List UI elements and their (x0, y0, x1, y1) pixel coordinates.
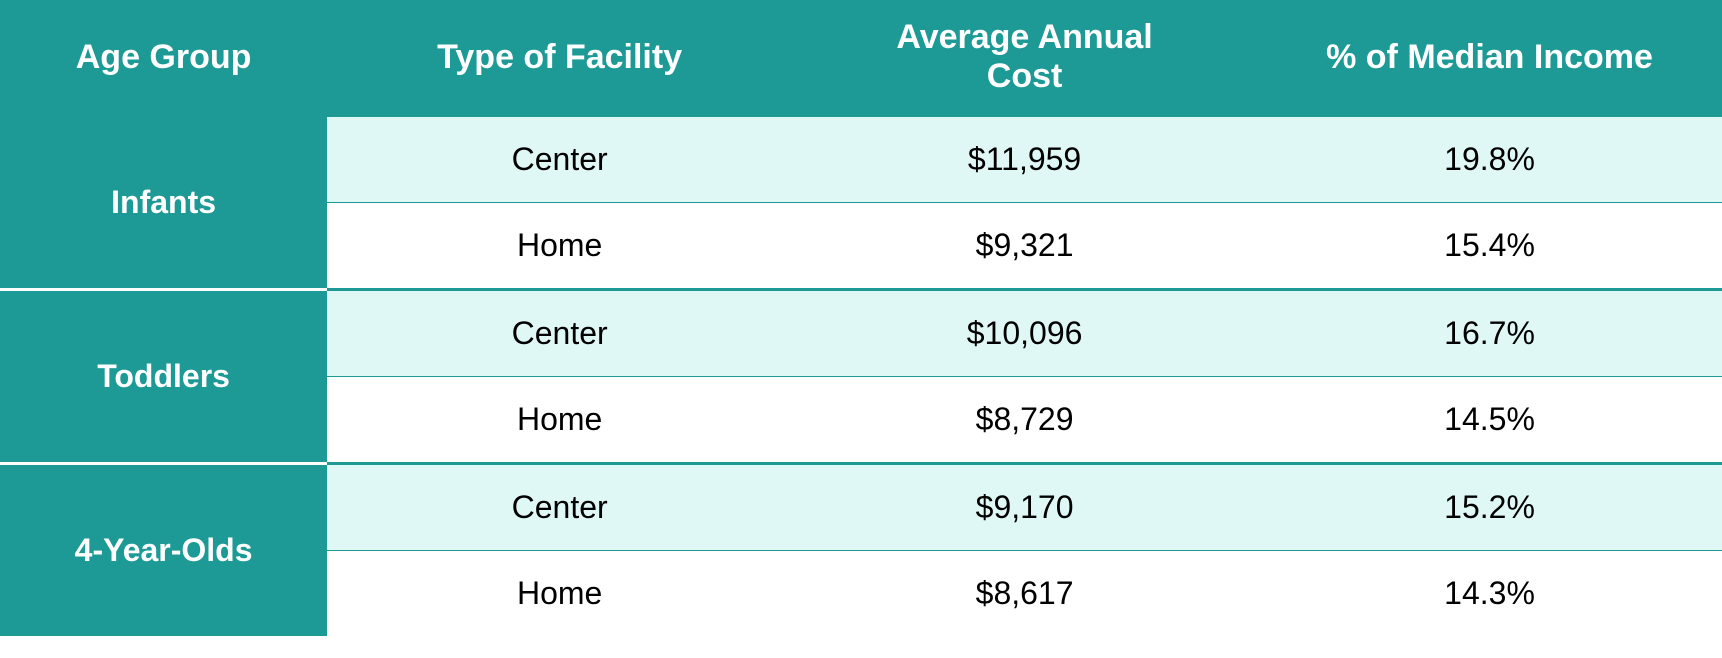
cell-cost: $9,321 (792, 203, 1257, 290)
cell-cost: $10,096 (792, 290, 1257, 377)
col-facility-type: Type of Facility (327, 0, 792, 116)
childcare-cost-table: Age Group Type of Facility Average Annua… (0, 0, 1722, 636)
data-table: Age Group Type of Facility Average Annua… (0, 0, 1722, 636)
cell-facility: Home (327, 377, 792, 464)
col-avg-cost-line2: Cost (987, 57, 1063, 95)
cell-facility: Center (327, 290, 792, 377)
table-row: Infants Center $11,959 19.8% (0, 116, 1722, 203)
col-avg-cost-line1: Average Annual (896, 18, 1152, 56)
cell-cost: $11,959 (792, 116, 1257, 203)
cell-pct: 15.2% (1257, 464, 1722, 551)
cell-facility: Center (327, 116, 792, 203)
cell-cost: $8,729 (792, 377, 1257, 464)
cell-facility: Home (327, 203, 792, 290)
header-row: Age Group Type of Facility Average Annua… (0, 0, 1722, 116)
cell-cost: $9,170 (792, 464, 1257, 551)
cell-facility: Center (327, 464, 792, 551)
cell-pct: 15.4% (1257, 203, 1722, 290)
col-age-group: Age Group (0, 0, 327, 116)
table-row: 4-Year-Olds Center $9,170 15.2% (0, 464, 1722, 551)
group-label-four-year-olds: 4-Year-Olds (0, 464, 327, 637)
col-avg-cost: Average AnnualCost (792, 0, 1257, 116)
cell-pct: 14.3% (1257, 551, 1722, 637)
cell-pct: 14.5% (1257, 377, 1722, 464)
cell-cost: $8,617 (792, 551, 1257, 637)
table-row: Toddlers Center $10,096 16.7% (0, 290, 1722, 377)
table-body: Infants Center $11,959 19.8% Home $9,321… (0, 116, 1722, 637)
col-pct-income: % of Median Income (1257, 0, 1722, 116)
cell-pct: 19.8% (1257, 116, 1722, 203)
group-label-infants: Infants (0, 116, 327, 290)
cell-facility: Home (327, 551, 792, 637)
cell-pct: 16.7% (1257, 290, 1722, 377)
group-label-toddlers: Toddlers (0, 290, 327, 464)
